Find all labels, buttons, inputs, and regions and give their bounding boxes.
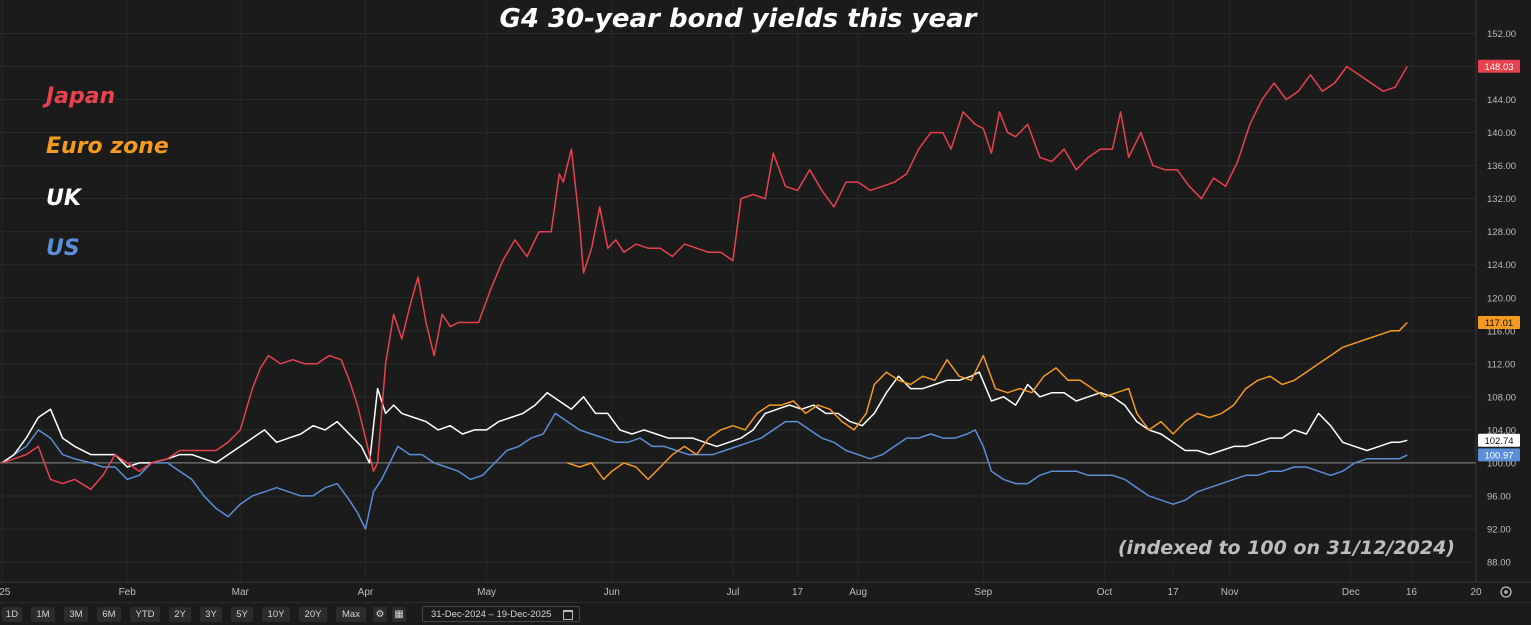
index-note: (indexed to 100 on 31/12/2024): [1117, 537, 1455, 559]
legend-uk: UK: [46, 186, 81, 211]
x-tick-label: Aug: [849, 587, 867, 598]
last-value-tag-us: 100.97: [1478, 448, 1520, 462]
x-tick-label: Mar: [232, 587, 250, 598]
y-tick-label: 144.00: [1487, 95, 1516, 106]
line-chart: 88.00 92.00 96.00 100.00 104.00 108.00 112.00 1…: [0, 0, 1531, 600]
x-tick-label: Dec: [1342, 587, 1360, 598]
series-line-japan: [1, 65, 1408, 491]
settings-gear-icon[interactable]: ⚙: [373, 607, 387, 622]
series-line-us: [1, 412, 1408, 530]
x-tick-label: Feb: [119, 587, 137, 598]
last-value-tag-bg: [1478, 433, 1520, 447]
x-tick-label: Jun: [604, 587, 620, 598]
y-tick-label: 132.00: [1487, 194, 1516, 205]
range-10y-button[interactable]: 10Y: [262, 607, 290, 622]
last-value-tag-text: 102.74: [1484, 436, 1513, 447]
x-tick-label: 17: [1168, 587, 1180, 598]
last-value-tag-text: 117.01: [1485, 318, 1513, 329]
date-range-text: 31-Dec-2024 – 19-Dec-2025: [431, 609, 552, 620]
last-value-tag-text: 100.97: [1484, 450, 1513, 461]
x-tick-label: Jul: [727, 587, 740, 598]
last-value-tag-japan: 148.03: [1478, 59, 1520, 73]
x-tick-label: 17: [792, 587, 804, 598]
x-tick-label: Nov: [1221, 587, 1239, 598]
x-tick-label: May: [477, 587, 496, 598]
y-tick-label: 96.00: [1487, 491, 1511, 502]
range-3y-button[interactable]: 3Y: [200, 607, 222, 622]
chart-title: G4 30-year bond yields this year: [499, 4, 977, 34]
range-1d-button[interactable]: 1D: [2, 607, 22, 622]
range-toolbar: 1D 1M 3M 6M YTD 2Y 3Y 5Y 10Y 20Y Max ⚙ ▦…: [0, 602, 1531, 625]
range-max-button[interactable]: Max: [336, 607, 366, 622]
series-line-euro-zone: [567, 321, 1408, 481]
date-range-picker[interactable]: 31-Dec-2024 – 19-Dec-2025: [422, 606, 580, 622]
chart-background: [0, 0, 1531, 600]
y-tick-label: 120.00: [1487, 293, 1516, 304]
x-tick-label: Oct: [1097, 587, 1113, 598]
last-value-tag-bg: [1478, 315, 1520, 329]
range-20y-button[interactable]: 20Y: [299, 607, 327, 622]
legend-euro-zone: Euro zone: [46, 134, 169, 159]
x-tick-label: 20: [1470, 587, 1482, 598]
last-value-tag-bg: [1478, 59, 1520, 73]
calendar-icon: [563, 610, 573, 620]
y-tick-label: 104.00: [1487, 425, 1516, 436]
range-ytd-button[interactable]: YTD: [130, 607, 160, 622]
axis-settings-dot: [1504, 590, 1508, 594]
table-view-icon[interactable]: ▦: [392, 607, 406, 622]
y-tick-label: 124.00: [1487, 260, 1516, 271]
range-2y-button[interactable]: 2Y: [169, 607, 191, 622]
y-tick-label: 100.00: [1487, 458, 1516, 469]
x-tick-label: 025: [0, 587, 11, 598]
y-tick-label: 112.00: [1487, 359, 1515, 370]
legend-us: US: [46, 236, 80, 261]
axis-settings-ring: [1500, 586, 1512, 598]
y-tick-label: 116.00: [1487, 326, 1515, 337]
x-tick-label: Sep: [974, 587, 992, 598]
range-1m-button[interactable]: 1M: [31, 607, 55, 622]
y-tick-label: 140.00: [1487, 128, 1516, 139]
range-3m-button[interactable]: 3M: [64, 607, 88, 622]
y-tick-label: 152.00: [1487, 29, 1516, 40]
x-tick-label: Apr: [358, 587, 374, 598]
last-value-tag-euro-zone: 117.01: [1478, 315, 1520, 329]
last-value-tag-bg: [1478, 448, 1520, 462]
range-6m-button[interactable]: 6M: [97, 607, 121, 622]
y-tick-label: 128.00: [1487, 227, 1516, 238]
y-tick-label: 108.00: [1487, 392, 1516, 403]
y-tick-label: 88.00: [1487, 558, 1511, 569]
last-value-tag-text: 148.03: [1484, 62, 1513, 73]
range-5y-button[interactable]: 5Y: [231, 607, 253, 622]
y-tick-label: 136.00: [1487, 161, 1516, 172]
y-tick-label: 92.00: [1487, 524, 1511, 535]
x-tick-label: 16: [1406, 587, 1418, 598]
legend-japan: Japan: [46, 84, 116, 109]
last-value-tag-uk: 102.74: [1478, 433, 1520, 447]
axis-settings-icon[interactable]: [1500, 586, 1512, 598]
